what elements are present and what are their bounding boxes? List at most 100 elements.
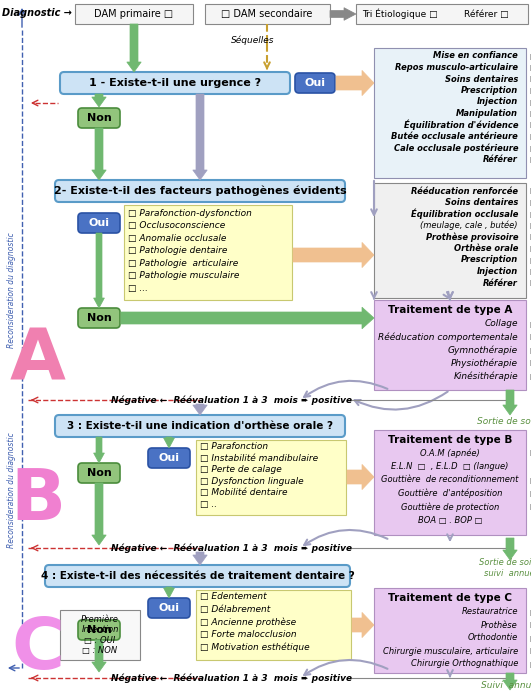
Text: □: □ bbox=[529, 75, 531, 84]
Text: Suivi  annuel: Suivi annuel bbox=[481, 680, 531, 689]
Text: □ ..: □ .. bbox=[200, 500, 217, 509]
Text: Reconsideration du diagnostic: Reconsideration du diagnostic bbox=[7, 232, 16, 348]
Text: □: □ bbox=[529, 143, 531, 152]
Text: □ Ancienne prothèse: □ Ancienne prothèse bbox=[200, 617, 296, 627]
Text: Physiothérapie: Physiothérapie bbox=[451, 358, 518, 367]
Text: □: □ bbox=[529, 210, 531, 219]
Text: A: A bbox=[10, 325, 66, 394]
Polygon shape bbox=[503, 390, 517, 415]
Text: Injection: Injection bbox=[477, 98, 518, 107]
Text: □: □ bbox=[529, 278, 531, 287]
Text: Restauratrice: Restauratrice bbox=[461, 608, 518, 617]
Text: (meulage, cale , butée): (meulage, cale , butée) bbox=[421, 221, 518, 230]
Text: Non: Non bbox=[87, 113, 112, 123]
Polygon shape bbox=[127, 24, 141, 72]
Text: □: □ bbox=[529, 489, 531, 498]
Text: BOA □ . BOP □: BOA □ . BOP □ bbox=[418, 516, 482, 525]
FancyBboxPatch shape bbox=[196, 440, 346, 515]
FancyBboxPatch shape bbox=[374, 183, 526, 298]
Text: Traitement de type B: Traitement de type B bbox=[388, 435, 512, 445]
Text: □: □ bbox=[529, 345, 531, 354]
Text: Prescription: Prescription bbox=[461, 86, 518, 95]
Text: Oui: Oui bbox=[304, 78, 326, 88]
FancyBboxPatch shape bbox=[55, 180, 345, 202]
Polygon shape bbox=[293, 242, 374, 268]
Text: □: □ bbox=[529, 221, 531, 230]
Text: Prothèse: Prothèse bbox=[481, 621, 518, 630]
FancyBboxPatch shape bbox=[148, 448, 190, 468]
Text: □: □ bbox=[529, 233, 531, 242]
Text: Prothèse provisoire: Prothèse provisoire bbox=[425, 233, 518, 242]
Polygon shape bbox=[92, 94, 106, 107]
Polygon shape bbox=[503, 673, 517, 690]
Polygon shape bbox=[330, 8, 356, 20]
Text: Référer □: Référer □ bbox=[464, 10, 508, 19]
Text: Équilibration occlusale: Équilibration occlusale bbox=[410, 209, 518, 219]
Text: □ Anomalie occlusale: □ Anomalie occlusale bbox=[128, 233, 226, 242]
Text: □: □ bbox=[529, 621, 531, 630]
Text: Première
Intention
□ : OUI
□ : NON: Première Intention □ : OUI □ : NON bbox=[81, 615, 119, 655]
Text: Non: Non bbox=[87, 468, 112, 478]
Text: □: □ bbox=[529, 198, 531, 207]
Text: Traitement de type A: Traitement de type A bbox=[388, 305, 512, 315]
Text: □ Forte malocclusion: □ Forte malocclusion bbox=[200, 630, 297, 639]
Text: □: □ bbox=[529, 63, 531, 72]
Text: Sortie de soins: Sortie de soins bbox=[477, 417, 531, 426]
Text: □ Occlusoconscience: □ Occlusoconscience bbox=[128, 221, 225, 230]
Text: Négative ←  Réévaluation 1 à 3  mois ➨ positive: Négative ← Réévaluation 1 à 3 mois ➨ pos… bbox=[111, 543, 352, 553]
Text: Diagnostic →: Diagnostic → bbox=[2, 8, 72, 18]
Text: E.L.N  □  , E.L.D  □ (langue): E.L.N □ , E.L.D □ (langue) bbox=[391, 462, 509, 471]
Text: □ Perte de calage: □ Perte de calage bbox=[200, 466, 282, 475]
Text: □: □ bbox=[529, 332, 531, 341]
FancyBboxPatch shape bbox=[78, 213, 120, 233]
Text: □: □ bbox=[529, 646, 531, 655]
Text: Cale occlusale postérieure: Cale occlusale postérieure bbox=[393, 143, 518, 153]
Text: Chirurgie Orthognathique: Chirurgie Orthognathique bbox=[410, 659, 518, 668]
Text: 1 - Existe-t-il une urgence ?: 1 - Existe-t-il une urgence ? bbox=[89, 78, 261, 88]
Text: Repos musculo-articulaire: Repos musculo-articulaire bbox=[395, 63, 518, 72]
Text: Équilibration d'évidence: Équilibration d'évidence bbox=[404, 120, 518, 130]
Text: □ Délabrement: □ Délabrement bbox=[200, 605, 270, 614]
Text: Non: Non bbox=[87, 313, 112, 323]
Text: Tri Étiologique □: Tri Étiologique □ bbox=[362, 9, 438, 19]
Text: □ Parafonction: □ Parafonction bbox=[200, 442, 268, 451]
Text: Sortie de soins
suivi  annuel: Sortie de soins suivi annuel bbox=[479, 558, 531, 578]
Text: Oui: Oui bbox=[158, 603, 179, 613]
Text: □ ...: □ ... bbox=[128, 284, 148, 293]
Text: □: □ bbox=[529, 608, 531, 617]
Text: □: □ bbox=[529, 255, 531, 264]
Polygon shape bbox=[164, 587, 174, 598]
Text: Gouttière  de reconditionnement: Gouttière de reconditionnement bbox=[381, 475, 519, 484]
FancyBboxPatch shape bbox=[356, 4, 528, 24]
Text: □ Pathologie dentaire: □ Pathologie dentaire bbox=[128, 246, 227, 255]
Polygon shape bbox=[121, 307, 374, 329]
Text: 4 : Existe-t-il des nécessités de traitement dentaire ?: 4 : Existe-t-il des nécessités de traite… bbox=[41, 571, 354, 581]
FancyBboxPatch shape bbox=[374, 48, 526, 178]
Text: □ Dysfonction linguale: □ Dysfonction linguale bbox=[200, 477, 304, 486]
FancyBboxPatch shape bbox=[55, 415, 345, 437]
Text: Négative ←  Réévaluation 1 à 3  mois ➨ positive: Négative ← Réévaluation 1 à 3 mois ➨ pos… bbox=[111, 395, 352, 405]
Text: Reconsideration du diagnostic: Reconsideration du diagnostic bbox=[7, 432, 16, 548]
Text: □: □ bbox=[529, 659, 531, 668]
Text: Orthèse orale: Orthèse orale bbox=[453, 244, 518, 253]
Text: 2- Existe-t-il des facteurs pathogènes évidents: 2- Existe-t-il des facteurs pathogènes é… bbox=[54, 185, 346, 197]
FancyBboxPatch shape bbox=[60, 72, 290, 94]
Polygon shape bbox=[93, 437, 105, 463]
FancyBboxPatch shape bbox=[374, 588, 526, 673]
Text: Négative ←  Réévaluation 1 à 3  mois ➨ positive: Négative ← Réévaluation 1 à 3 mois ➨ pos… bbox=[111, 673, 352, 683]
Text: □: □ bbox=[529, 98, 531, 107]
Text: Rééducation comportementale: Rééducation comportementale bbox=[379, 332, 518, 342]
Text: □: □ bbox=[529, 320, 531, 329]
Text: Soins dentaires: Soins dentaires bbox=[444, 75, 518, 84]
FancyBboxPatch shape bbox=[75, 4, 193, 24]
FancyBboxPatch shape bbox=[45, 565, 350, 587]
Text: Référer: Référer bbox=[483, 155, 518, 164]
Polygon shape bbox=[92, 640, 106, 672]
Text: Traitement de type C: Traitement de type C bbox=[388, 593, 512, 603]
Text: Rééducation renforcée: Rééducation renforcée bbox=[411, 187, 518, 196]
Text: □: □ bbox=[529, 120, 531, 129]
Text: B: B bbox=[11, 466, 65, 534]
Text: □: □ bbox=[529, 109, 531, 118]
Text: Orthodontie: Orthodontie bbox=[468, 633, 518, 642]
Text: O.A.M (apnée): O.A.M (apnée) bbox=[420, 448, 480, 457]
